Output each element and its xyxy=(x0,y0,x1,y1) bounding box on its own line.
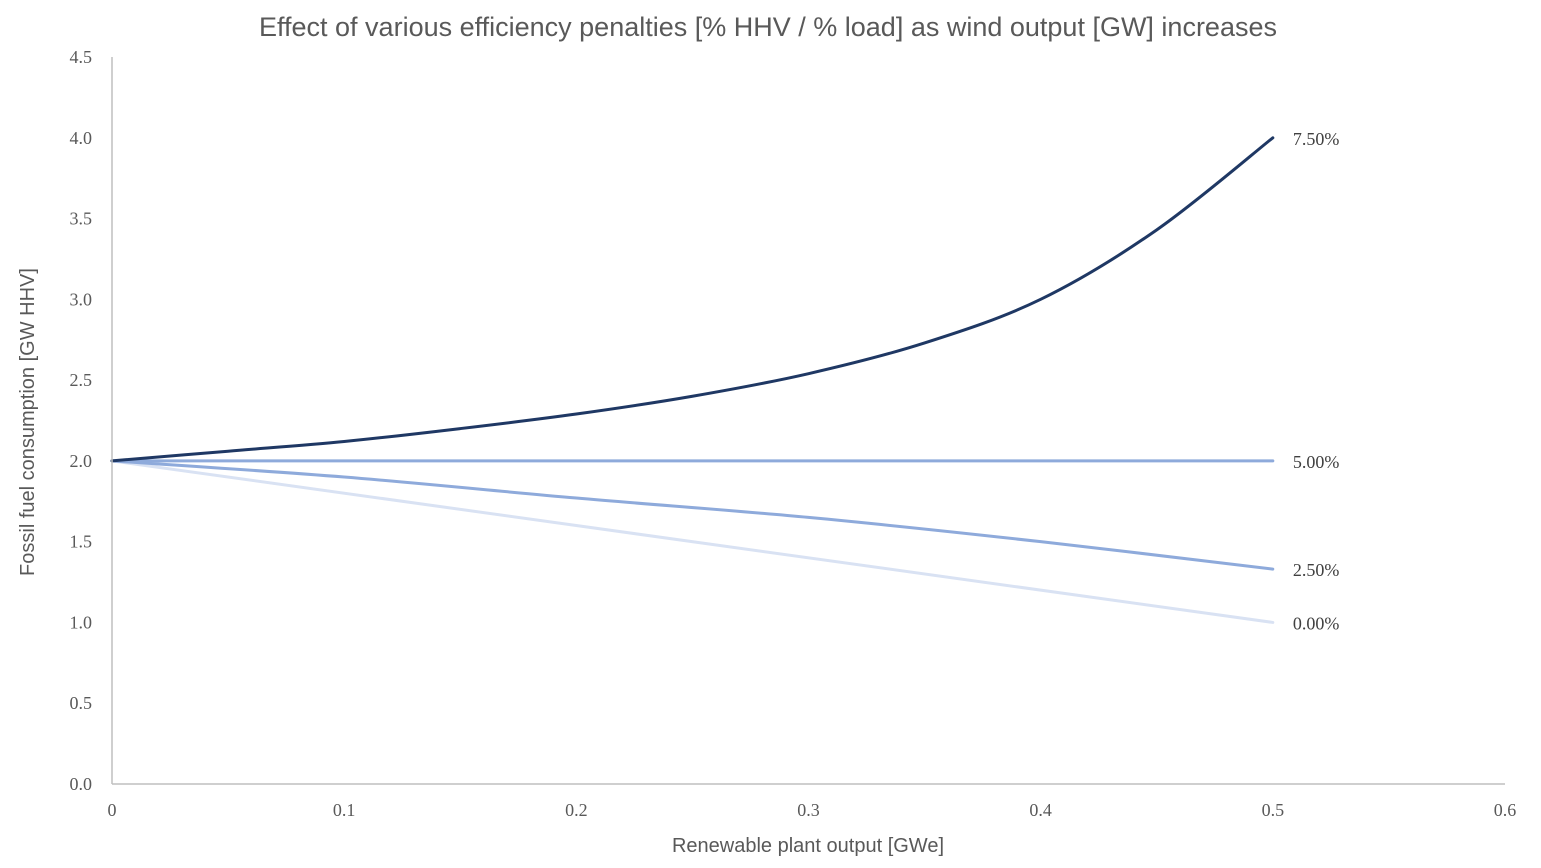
series-line xyxy=(110,459,1275,571)
y-tick-label: 0.0 xyxy=(70,774,93,794)
y-tick-label: 0.5 xyxy=(70,693,93,713)
y-tick-label: 4.5 xyxy=(70,47,93,67)
plot-area xyxy=(110,136,1275,624)
y-axis-ticks: 0.0 0.5 1.0 1.5 2.0 2.5 3.0 3.5 4.0 4.5 xyxy=(70,47,93,794)
y-tick-label: 2.0 xyxy=(70,451,93,471)
x-axis-ticks: 0 0.1 0.2 0.3 0.4 0.5 0.6 xyxy=(108,800,1517,820)
y-tick-label: 1.5 xyxy=(70,532,93,552)
x-tick-label: 0.6 xyxy=(1494,800,1517,820)
x-tick-label: 0.1 xyxy=(333,800,356,820)
series-end-label: 2.50% xyxy=(1293,560,1340,580)
series-line xyxy=(110,136,1275,463)
y-tick-label: 2.5 xyxy=(70,370,93,390)
x-axis-label: Renewable plant output [GWe] xyxy=(672,835,944,857)
y-tick-label: 3.0 xyxy=(70,289,93,309)
series-end-label: 5.00% xyxy=(1293,452,1340,472)
y-tick-label: 1.0 xyxy=(70,612,93,632)
series-line xyxy=(110,459,1275,624)
x-tick-label: 0 xyxy=(108,800,117,820)
x-tick-label: 0.5 xyxy=(1262,800,1285,820)
chart-title: Effect of various efficiency penalties [… xyxy=(259,12,1277,42)
x-tick-label: 0.3 xyxy=(797,800,820,820)
x-tick-label: 0.2 xyxy=(565,800,588,820)
y-tick-label: 4.0 xyxy=(70,128,93,148)
y-axis-label: Fossil fuel consumption [GW HHV] xyxy=(17,268,39,576)
x-tick-label: 0.4 xyxy=(1029,800,1052,820)
series-end-label: 7.50% xyxy=(1293,129,1340,149)
series-labels: 7.50% 5.00% 2.50% 0.00% xyxy=(1293,129,1340,634)
y-tick-label: 3.5 xyxy=(70,209,93,229)
series-end-label: 0.00% xyxy=(1293,613,1340,633)
